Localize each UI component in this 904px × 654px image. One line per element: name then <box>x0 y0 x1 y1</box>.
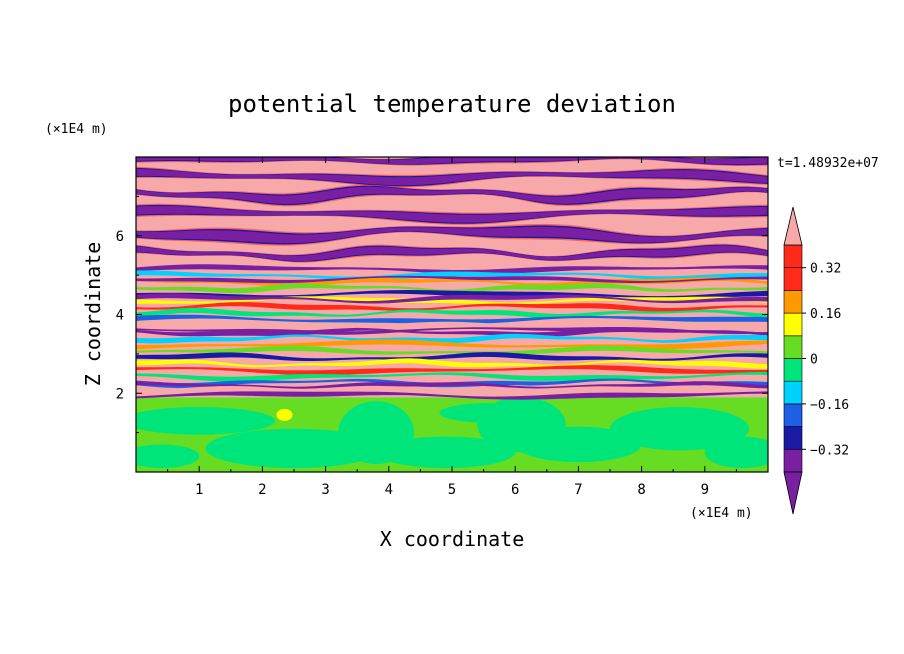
field-layer <box>136 307 768 319</box>
field-layer <box>136 352 768 361</box>
field-blob <box>205 428 383 469</box>
field-blob <box>610 407 750 451</box>
y-tick-label: 2 <box>116 386 124 402</box>
y-tick-label: 6 <box>116 229 124 245</box>
colorbar-tick-label: −0.16 <box>810 398 849 413</box>
colorbar-swatch <box>783 448 803 473</box>
field-layer <box>136 270 768 281</box>
field-blob <box>704 436 768 469</box>
field-layer <box>136 365 768 376</box>
field-band <box>136 186 768 204</box>
colorbar-tick-label: −0.32 <box>810 443 849 458</box>
field-layer <box>136 345 768 355</box>
colorbar-under-arrow <box>783 471 803 515</box>
x-tick-label: 5 <box>448 482 456 498</box>
colorbar-swatch <box>783 358 803 382</box>
field-band-edge <box>136 204 768 224</box>
x-tick-label: 2 <box>258 482 266 498</box>
field-blob <box>439 403 541 423</box>
x-tick-label: 3 <box>321 482 329 498</box>
colorbar-swatch <box>783 290 803 314</box>
x-tick-label: 9 <box>701 482 709 498</box>
x-tick-label: 4 <box>385 482 393 498</box>
field-band <box>136 206 768 223</box>
field-layer <box>136 358 768 369</box>
field-layer <box>136 333 768 344</box>
field-blob <box>136 407 276 435</box>
colorbar-tick-label: 0.16 <box>810 307 841 322</box>
field-layer <box>136 293 768 304</box>
x-unit-label: (×1E4 m) <box>690 506 753 521</box>
x-tick-label: 8 <box>637 482 645 498</box>
field-layer <box>136 302 768 312</box>
colorbar-swatch <box>783 426 803 450</box>
time-label: t=1.48932e+07 <box>777 156 879 171</box>
field-layer <box>136 391 768 400</box>
field-blob <box>515 426 642 463</box>
field-layer <box>136 383 768 395</box>
x-axis: 1 2 3 4 5 6 7 8 9 <box>167 157 737 498</box>
contour-field <box>136 157 768 472</box>
y-tick-label: 4 <box>116 308 124 324</box>
field-band <box>136 245 768 261</box>
y-axis-label: Z coordinate <box>81 242 105 387</box>
colorbar: 0.32 0.16 0 −0.16 −0.32 <box>783 206 849 515</box>
colorbar-swatch <box>783 267 803 291</box>
field-blob-warm <box>276 408 293 421</box>
field-layer <box>136 381 768 389</box>
field-band <box>136 168 768 186</box>
colorbar-swatch <box>783 312 803 337</box>
x-tick-label: 7 <box>574 482 582 498</box>
colorbar-tick-label: 0.32 <box>810 262 841 277</box>
field-blob <box>136 444 200 469</box>
x-tick-label: 1 <box>195 482 203 498</box>
field-layer <box>136 314 768 325</box>
field-blob <box>376 436 516 469</box>
field-band <box>136 226 768 244</box>
y-unit-label: (×1E4 m) <box>45 122 108 137</box>
colorbar-over-arrow <box>783 206 803 246</box>
colorbar-swatch <box>783 335 803 359</box>
colorbar-swatch <box>783 403 803 427</box>
chart-title: potential temperature deviation <box>228 90 676 118</box>
x-tick-label: 6 <box>511 482 519 498</box>
x-axis-label: X coordinate <box>380 527 525 551</box>
field-layer <box>136 264 768 275</box>
colorbar-tick-label: 0 <box>810 353 818 368</box>
colorbar-swatch <box>783 244 803 269</box>
field-layer <box>136 327 768 335</box>
y-axis: 2 4 6 <box>116 195 768 434</box>
field-layer <box>136 275 768 284</box>
field-layer <box>136 283 768 294</box>
colorbar-swatch <box>783 380 803 405</box>
